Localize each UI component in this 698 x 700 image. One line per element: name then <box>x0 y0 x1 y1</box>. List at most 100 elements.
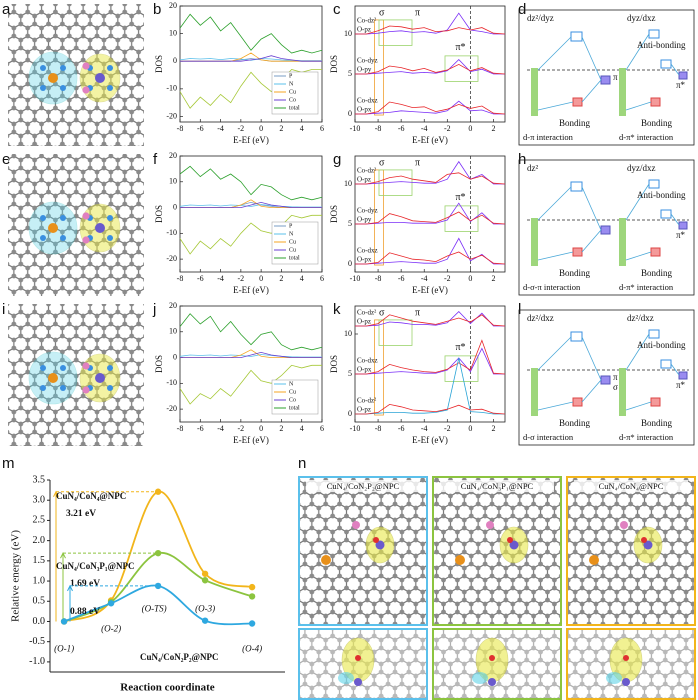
y-tick-label: 0 <box>173 352 177 361</box>
x-tick-label: -4 <box>217 424 224 433</box>
n-atom <box>60 365 66 371</box>
dos-line <box>179 165 323 201</box>
barrier-label: 1.69 eV <box>70 579 100 589</box>
diagram-title: dz²/dxz <box>627 313 654 323</box>
structure-frame <box>298 476 428 626</box>
y-tick-label: 10 <box>344 179 352 188</box>
structure-title: CuN₄/CoN₃P₁@NPC <box>461 481 534 491</box>
x-tick-label: -8 <box>375 124 382 133</box>
bonding-label: Bonding <box>641 118 673 128</box>
x-tick-label: -4 <box>217 274 224 283</box>
star-label: π* <box>676 80 686 90</box>
x-tick-label: 0 <box>468 424 472 433</box>
y-tick-label: 2.5 <box>33 515 46 526</box>
lattice <box>8 4 144 146</box>
y-tick-label: 20 <box>169 301 177 310</box>
annotation: σ <box>379 7 385 18</box>
diagram-frame <box>518 309 695 446</box>
y-tick-label: -10 <box>166 378 177 387</box>
orbital-link <box>581 186 602 231</box>
legend-label: Co <box>289 97 296 103</box>
o-atom <box>641 537 647 543</box>
o-atom <box>355 655 361 661</box>
x-tick-label: 2 <box>279 124 283 133</box>
x-tick-label: 6 <box>320 124 324 133</box>
x-tick-label: -4 <box>421 124 428 133</box>
orbital-link <box>670 363 680 376</box>
energy-point <box>248 593 256 600</box>
x-tick-label: -2 <box>238 424 245 433</box>
legend-label: Cu <box>289 239 296 245</box>
bonding-level <box>650 397 661 407</box>
legend-label: P <box>289 73 293 79</box>
antibonding-label: Anti-bonding <box>637 190 686 200</box>
orbital-link <box>581 229 602 253</box>
x-axis-label: E-Ef (eV) <box>412 285 448 295</box>
bonding-label: Bonding <box>559 118 591 128</box>
d-level <box>678 71 688 80</box>
y-tick-label: 1.5 <box>33 555 46 566</box>
dos-line <box>179 364 322 405</box>
series-label: CuN₄/CoN₃P₁@NPC <box>56 561 134 571</box>
band <box>531 68 538 116</box>
x-tick-label: -2 <box>444 274 451 283</box>
x-tick-label: -10 <box>350 424 361 433</box>
series-label: O-pz <box>357 176 371 184</box>
panel-label: a <box>2 1 11 18</box>
charge-lobe <box>472 672 488 684</box>
orbital-link <box>581 336 602 381</box>
d-level <box>600 225 611 235</box>
band <box>619 68 626 116</box>
orbital-link <box>537 186 572 221</box>
caption: d-σ interaction <box>523 432 574 442</box>
structure-frame <box>432 476 562 626</box>
legend-label: Cu <box>289 89 296 95</box>
series-label: Co-dz² <box>357 309 376 317</box>
panel-label: e <box>2 151 10 168</box>
pi-box <box>378 319 413 346</box>
bonding-label: Bonding <box>559 418 591 428</box>
pdos-line <box>355 25 506 35</box>
energy-point <box>201 617 209 624</box>
legend-label: total <box>289 405 300 411</box>
dos-line <box>179 13 323 54</box>
pdos-line <box>355 12 505 35</box>
x-tick-label: -2 <box>238 124 245 133</box>
x-tick-label: -8 <box>177 424 184 433</box>
bonding-label: Bonding <box>559 268 591 278</box>
diagram-frame <box>518 159 695 296</box>
p-atom <box>352 521 360 529</box>
n-atom <box>60 385 66 391</box>
y-axis-label: DOS <box>154 355 164 373</box>
band <box>619 368 626 416</box>
legend-label: total <box>289 105 300 111</box>
p-atom <box>82 236 90 244</box>
series-label: O-px <box>357 106 372 114</box>
p-atom <box>82 212 90 220</box>
x-tick-label: -4 <box>421 424 428 433</box>
co-atom <box>95 373 105 383</box>
x-tick-label: -10 <box>350 124 361 133</box>
n-atom <box>107 365 113 371</box>
pdos-line <box>355 100 505 115</box>
y-tick-label: 3.0 <box>33 495 46 506</box>
y-tick-label: 5 <box>348 369 352 378</box>
x-axis-label: E-Ef (eV) <box>233 435 269 445</box>
annotation: π <box>415 157 420 168</box>
cu-atom <box>455 555 465 565</box>
x-axis-label: E-Ef (eV) <box>233 135 269 145</box>
y-tick-label: 0 <box>173 202 177 211</box>
orbital-link <box>581 379 602 403</box>
lattice <box>434 478 560 624</box>
x-tick-label: 4 <box>300 124 304 133</box>
d-level <box>600 375 611 385</box>
series-label: CuN₄/CoN₄@NPC <box>56 491 126 501</box>
orbital-link <box>581 36 602 81</box>
x-tick-label: -4 <box>217 124 224 133</box>
orbital-link <box>537 101 574 111</box>
d-level <box>678 371 688 380</box>
side-frame <box>298 628 428 700</box>
series-label: O-py <box>357 66 372 74</box>
y-tick-label: 0.0 <box>33 616 46 627</box>
diagram-title: dz²/dxz <box>527 313 554 323</box>
